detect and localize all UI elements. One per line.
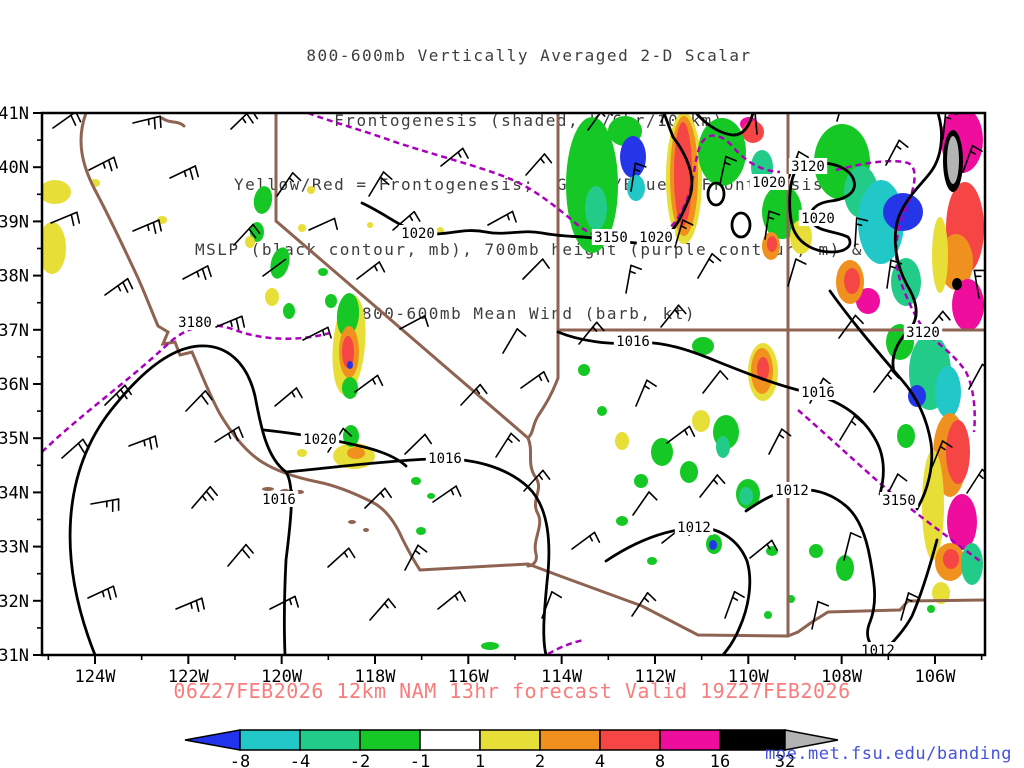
contour-label-bg <box>798 210 838 226</box>
lon-tick-label: 122W <box>168 667 210 687</box>
contour-label-bg <box>636 229 676 245</box>
contour-label: 1020 <box>639 230 673 246</box>
contour-label-bg <box>903 324 943 340</box>
contour-label: 1020 <box>401 226 435 242</box>
contour-label: 1020 <box>801 211 835 227</box>
lon-tick-label: 124W <box>75 667 117 687</box>
contour-label: 3120 <box>906 325 940 341</box>
map-interior: 1020 1020 1020 1020 1020 1016 1016 1016 1016 1012… <box>42 113 985 659</box>
contour-label-bg <box>425 450 465 466</box>
contour-label: 1012 <box>861 643 895 659</box>
contour-label: 1012 <box>775 483 809 499</box>
contour-label-bg <box>674 519 714 535</box>
lat-tick-label: 31N <box>0 646 29 666</box>
lat-tick-label: 40N <box>0 158 29 178</box>
lat-tick-label: 37N <box>0 321 29 341</box>
contour-label-bg <box>879 492 919 508</box>
lon-tick-label: 106W <box>914 667 956 687</box>
credit-url-link[interactable]: moe.met.fsu.edu/banding <box>765 744 1012 764</box>
map-axes: 41N 40N 39N 38N 37N 36N 35N 34N 33N 32N 31N 124W 122… <box>0 104 987 687</box>
contour-label: 1016 <box>616 334 650 350</box>
lon-tick-label: 112W <box>635 667 677 687</box>
lat-tick-label: 33N <box>0 538 29 558</box>
wind-barbs <box>50 113 985 630</box>
colorbar-legend: -8 -4 -2 -1 1 2 4 8 16 32 <box>184 729 839 768</box>
contour-label-bg <box>858 642 898 655</box>
state-borders <box>79 113 985 638</box>
lon-tick-label: 118W <box>355 667 397 687</box>
contour-label: 3180 <box>178 315 212 331</box>
lon-tick-label: 110W <box>728 667 770 687</box>
colorbar-tick-label: 4 <box>595 752 605 768</box>
contour-label-bg <box>772 482 812 498</box>
colorbar-tick-label: 32 <box>775 752 795 768</box>
title-line-4: MSLP (black contour, mb), 700mb height (… <box>195 239 863 259</box>
lon-tick-label: 120W <box>261 667 303 687</box>
colorbar-tick-label: 8 <box>655 752 665 768</box>
lat-tick-label: 41N <box>0 104 29 124</box>
contour-label-bg <box>398 225 438 241</box>
lat-tick-label: 32N <box>0 592 29 612</box>
mslp-contours <box>68 113 943 655</box>
lon-tick-label: 116W <box>448 667 490 687</box>
colorbar-tick-label: 1 <box>475 752 485 768</box>
lat-tick-label: 36N <box>0 375 29 395</box>
contour-label: 1016 <box>801 385 835 401</box>
title-line-1: 800-600mb Vertically Averaged 2-D Scalar <box>306 46 752 65</box>
contour-label: 1016 <box>262 492 296 508</box>
contour-label-bg <box>175 314 215 330</box>
contour-label-bg <box>788 158 828 174</box>
contour-label-bg <box>259 491 299 507</box>
contour-label: 3150 <box>594 230 628 246</box>
colorbar-tick-label: 16 <box>710 752 730 768</box>
contour-label-bg <box>749 174 789 190</box>
colorbar-tick-label: -2 <box>350 752 370 768</box>
contour-label-bg <box>300 431 340 447</box>
contour-label: 1020 <box>752 175 786 191</box>
contour-label: 3120 <box>791 159 825 175</box>
forecast-valid-text: 06Z27FEB2026 12km NAM 13hr forecast Vali… <box>173 679 851 703</box>
lat-tick-label: 39N <box>0 212 29 232</box>
contour-label: 1012 <box>677 520 711 536</box>
colorbar-tick-label: -4 <box>290 752 310 768</box>
frontogenesis-shading <box>42 113 984 650</box>
contour-label-bg <box>613 333 653 349</box>
lon-tick-label: 108W <box>821 667 863 687</box>
colorbar-tick-label: -1 <box>410 752 430 768</box>
contour-label-bg <box>798 384 838 400</box>
lat-tick-label: 34N <box>0 483 29 503</box>
contour-labels: 1020 1020 1020 1020 1020 1016 1016 1016 1016 1012… <box>175 158 943 659</box>
lat-tick-label: 38N <box>0 267 29 287</box>
contour-label-bg <box>591 229 631 245</box>
colorbar-tick-label: 2 <box>535 752 545 768</box>
lat-tick-label: 35N <box>0 429 29 449</box>
contour-label: 1020 <box>303 432 337 448</box>
contour-label: 1016 <box>428 451 462 467</box>
lon-tick-label: 114W <box>541 667 583 687</box>
colorbar-tick-label: -8 <box>230 752 250 768</box>
contour-label: 3150 <box>882 493 916 509</box>
